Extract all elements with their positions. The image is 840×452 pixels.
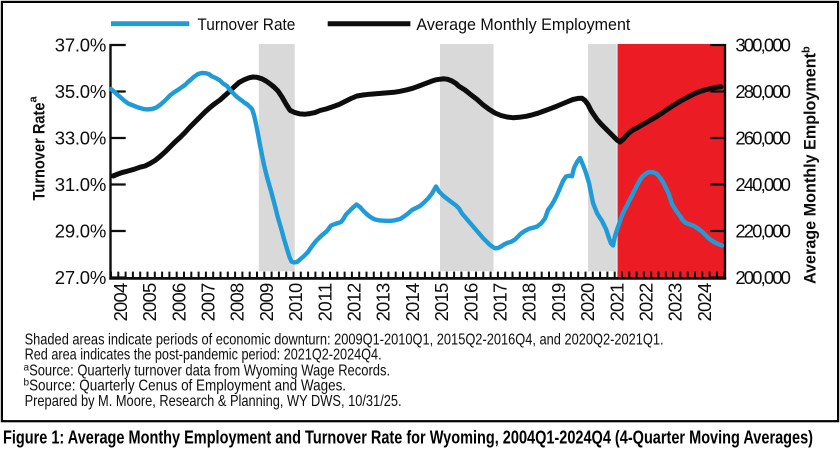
- svg-text:260,000: 260,000: [735, 127, 791, 148]
- svg-text:240,000: 240,000: [735, 174, 791, 195]
- svg-text:2011: 2011: [314, 283, 335, 322]
- svg-text:200,000: 200,000: [735, 267, 791, 288]
- svg-text:29.0%: 29.0%: [55, 220, 107, 241]
- svg-text:Figure 1: Average Monthy Emplo: Figure 1: Average Monthy Employment and …: [3, 427, 813, 448]
- svg-text:220,000: 220,000: [735, 220, 791, 241]
- svg-text:37.0%: 37.0%: [55, 34, 107, 55]
- svg-text:2013: 2013: [373, 283, 394, 322]
- svg-text:2004: 2004: [110, 283, 131, 322]
- svg-text:2014: 2014: [402, 283, 423, 322]
- svg-text:Average Monthly Employmentb: Average Monthly Employmentb: [801, 46, 820, 284]
- svg-text:2012: 2012: [344, 283, 365, 322]
- svg-text:bSource: Quarterly Cenus of Em: bSource: Quarterly Cenus of Employment a…: [24, 378, 347, 395]
- svg-text:27.0%: 27.0%: [55, 267, 107, 288]
- svg-text:2016: 2016: [460, 283, 481, 322]
- svg-text:2020: 2020: [577, 283, 598, 322]
- svg-text:2006: 2006: [168, 283, 189, 322]
- svg-text:Turnover Ratea: Turnover Ratea: [28, 96, 49, 201]
- svg-text:aSource: Quarterly turnover da: aSource: Quarterly turnover data from Wy…: [24, 362, 391, 379]
- svg-text:2021: 2021: [606, 283, 627, 322]
- svg-text:2005: 2005: [139, 283, 160, 322]
- svg-text:2015: 2015: [431, 283, 452, 322]
- svg-text:2024: 2024: [694, 283, 715, 322]
- svg-text:2022: 2022: [636, 283, 657, 322]
- svg-text:2023: 2023: [665, 283, 686, 322]
- svg-text:Prepared by M. Moore, Research: Prepared by M. Moore, Research & Plannin…: [25, 393, 402, 410]
- svg-text:Turnover Rate: Turnover Rate: [197, 15, 295, 34]
- svg-text:300,000: 300,000: [735, 34, 791, 55]
- svg-text:2019: 2019: [548, 283, 569, 322]
- svg-text:2008: 2008: [227, 283, 248, 322]
- svg-text:2007: 2007: [198, 283, 219, 322]
- svg-text:35.0%: 35.0%: [55, 81, 107, 102]
- svg-text:280,000: 280,000: [735, 81, 791, 102]
- svg-text:2010: 2010: [285, 283, 306, 322]
- svg-text:31.0%: 31.0%: [55, 174, 107, 195]
- svg-text:Red area indicates the post-pa: Red area indicates the post-pandemic per…: [25, 347, 382, 364]
- svg-text:2009: 2009: [256, 283, 277, 322]
- svg-text:33.0%: 33.0%: [55, 127, 107, 148]
- svg-text:2017: 2017: [490, 283, 511, 322]
- svg-text:2018: 2018: [519, 283, 540, 322]
- svg-text:Average Monthly Employment: Average Monthly Employment: [416, 15, 630, 34]
- svg-text:Shaded areas indicate periods: Shaded areas indicate periods of economi…: [25, 331, 664, 348]
